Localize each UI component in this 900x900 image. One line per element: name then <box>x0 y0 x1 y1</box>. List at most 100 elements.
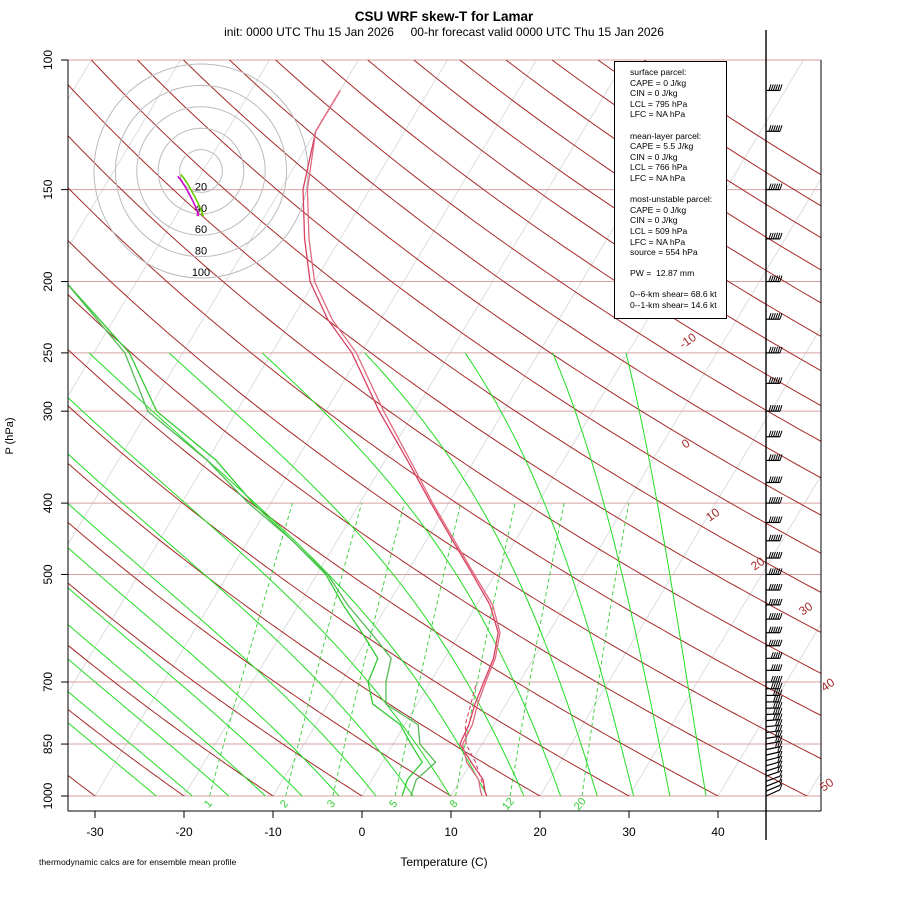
wind-barb-feather <box>779 713 783 720</box>
dry-adiabats <box>68 60 821 796</box>
wind-barb-feather <box>779 313 783 320</box>
mixing-ratio-line <box>509 503 565 796</box>
hodograph-ring <box>136 106 266 236</box>
wind-barb-feather <box>777 551 781 559</box>
wind-barb-feather <box>775 612 779 620</box>
dry-adiabat-label: -10 <box>677 330 700 352</box>
wind-barb-feather <box>772 652 776 659</box>
wind-barb-feather <box>768 232 772 240</box>
wind-barb-feather <box>768 496 772 504</box>
dry-adiabat-label: 0 <box>679 436 693 451</box>
temperature-tick-label: 40 <box>711 825 725 839</box>
wind-barb-feather <box>772 639 776 646</box>
wind-barb-feather <box>772 664 776 671</box>
moist-adiabat-line <box>68 397 451 796</box>
moist-adiabat-line <box>68 624 267 796</box>
wind-barb-feather <box>772 377 776 384</box>
isotherm-line <box>450 178 821 796</box>
wind-barb-feather <box>779 476 783 483</box>
wind-barb-feather <box>779 346 783 354</box>
temperature-tick-label: -30 <box>86 825 104 839</box>
wind-barb-feather <box>770 84 774 91</box>
hodograph-ring <box>179 149 223 193</box>
wind-barb-feather <box>777 232 781 240</box>
wind-barb-feather <box>779 664 783 671</box>
shear-0-1km: 0--1-km shear= 14.6 kt <box>630 300 717 311</box>
moist-adiabat-line <box>68 658 230 796</box>
precipitable-water: PW = 12.87 mm <box>630 268 695 279</box>
wind-barb-feather <box>775 682 779 689</box>
dry-adiabat-label: 50 <box>817 775 836 794</box>
isotherm-line <box>717 623 821 796</box>
wind-barb-feather <box>777 84 781 91</box>
wind-barb-feather <box>777 689 781 696</box>
mu-lfc: LFC = NA hPa <box>630 236 686 247</box>
wind-barb-feather <box>779 612 783 620</box>
wind-barb-feather <box>779 275 783 282</box>
wind-barb-feather <box>775 639 779 646</box>
dry-adiabat-label: 10 <box>703 505 722 524</box>
wind-barb-feather <box>777 516 781 523</box>
wind-barb-feather <box>779 125 783 132</box>
wind-barb-feather <box>779 719 783 726</box>
wind-barb-feather <box>779 675 783 683</box>
dry-adiabat-line <box>68 521 452 796</box>
wind-barb-feather <box>772 689 776 696</box>
wind-barb-feather <box>768 516 772 523</box>
mean-cape: CAPE = 5.5 J/kg <box>630 141 694 152</box>
hodograph-trace <box>177 175 200 217</box>
wind-barb-feather <box>772 84 776 91</box>
isotherm-line <box>68 60 359 546</box>
wind-barb-feather <box>779 183 783 190</box>
profile-series <box>68 90 501 796</box>
wind-barb-feather <box>779 774 783 781</box>
wind-barb-feather <box>779 551 783 559</box>
wind-barb-feather <box>770 652 774 659</box>
wind-barb-feather <box>772 551 776 559</box>
wind-barb-feather <box>770 183 774 190</box>
mu-lcl: LCL = 509 hPa <box>630 225 688 236</box>
wind-barb-feather <box>770 583 774 591</box>
wind-barb-feather <box>777 313 781 320</box>
wind-barb-feather <box>779 769 783 777</box>
wind-barb-feather <box>770 313 774 320</box>
temperature-tick-label: 30 <box>622 825 636 839</box>
wind-barb-feather <box>777 664 781 671</box>
wind-barb-feather <box>777 405 781 412</box>
wind-barb-feather <box>768 626 772 633</box>
isotherm-line <box>68 60 181 249</box>
mixing-ratio-label: 1 <box>202 798 215 810</box>
wind-barb-feather <box>768 183 772 190</box>
wind-barb-feather <box>770 430 774 437</box>
wind-barb-feather <box>779 689 783 696</box>
isotherm-line <box>361 60 804 796</box>
wind-barb-feather <box>775 664 779 671</box>
wind-barb-feather <box>772 568 776 575</box>
wind-barb-column <box>765 30 783 840</box>
wind-barb-feather <box>777 612 781 620</box>
wind-barb-feather <box>768 454 772 461</box>
wind-barb-feather <box>770 682 774 689</box>
dry-adiabat-line <box>68 405 631 796</box>
wind-barb-feather <box>768 275 772 282</box>
wind-barb-feather <box>779 755 783 763</box>
mean-lcl: LCL = 766 hPa <box>630 162 688 173</box>
wind-barb-staff <box>765 724 781 728</box>
wind-barb-feather <box>779 583 783 591</box>
series-line <box>306 90 501 796</box>
wind-barb-feather <box>779 740 783 747</box>
shear-0-6km: 0--6-km shear= 68.6 kt <box>630 289 717 300</box>
wind-barb-feather <box>775 232 779 240</box>
wind-barb-feather <box>770 598 774 606</box>
moist-adiabat-line <box>168 352 525 796</box>
wind-barb-staff <box>765 735 781 739</box>
wind-barb-feather <box>770 232 774 240</box>
wind-barb-feather <box>779 760 783 767</box>
surface-cin: CIN = 0 J/kg <box>630 88 678 99</box>
wind-barb-feather <box>779 695 783 703</box>
wind-barb-feather <box>768 639 772 646</box>
wind-barb-feather <box>770 454 774 461</box>
moist-adiabat-line <box>68 502 377 796</box>
wind-barb-feather <box>775 713 779 720</box>
